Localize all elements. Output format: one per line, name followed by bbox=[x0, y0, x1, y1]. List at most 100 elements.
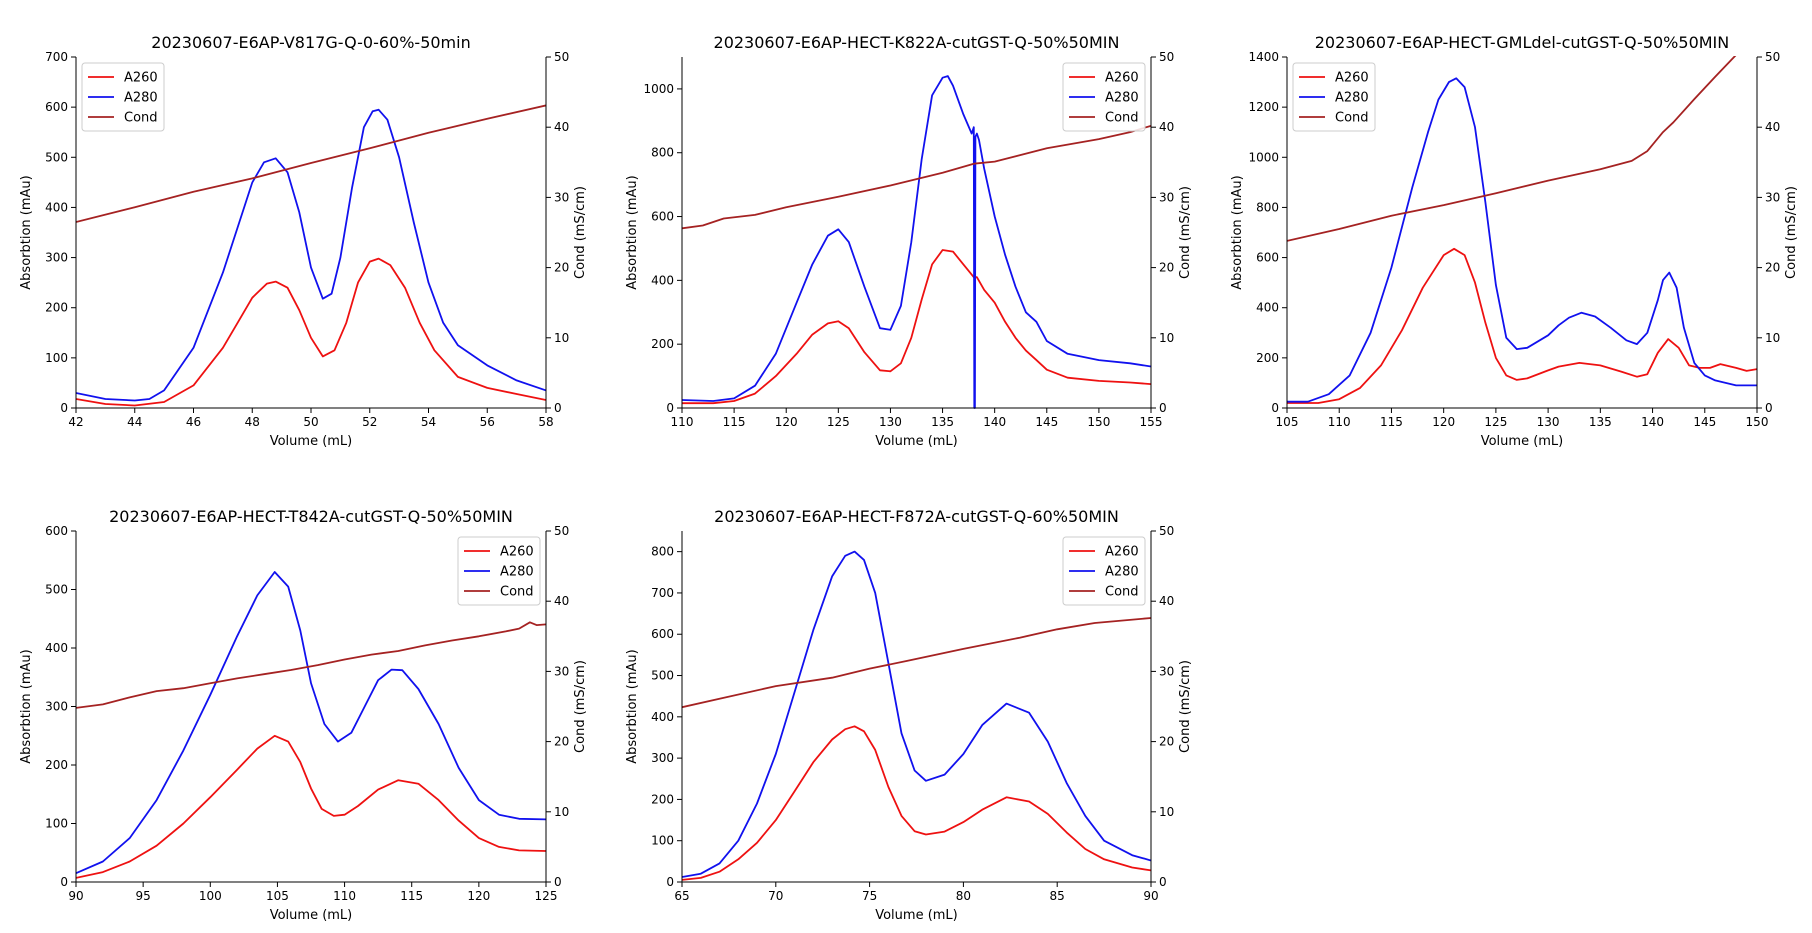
x-axis-label: Volume (mL) bbox=[270, 434, 353, 449]
y2-tick-label: 40 bbox=[554, 120, 569, 134]
legend-label-a260: A260 bbox=[1335, 71, 1369, 86]
x-tick-label: 155 bbox=[1140, 415, 1163, 429]
y-tick-label: 300 bbox=[651, 751, 674, 765]
x-tick-label: 150 bbox=[1087, 415, 1110, 429]
y2-axis-label: Cond (mS/cm) bbox=[1178, 186, 1193, 279]
legend-box bbox=[457, 536, 541, 606]
x-tick-label: 145 bbox=[1693, 415, 1716, 429]
y2-tick-label: 10 bbox=[1765, 331, 1780, 345]
y2-tick-label: 50 bbox=[554, 50, 569, 64]
series-line-a260 bbox=[1287, 247, 1757, 404]
legend-label-a260: A260 bbox=[1105, 71, 1139, 86]
chart-panel-4: 90 95 100 105 110 115 120 125010020030040050060… bbox=[19, 507, 588, 923]
x-tick-label: 44 bbox=[127, 415, 142, 429]
y2-tick-label: 40 bbox=[554, 594, 569, 608]
x-tick-label: 58 bbox=[538, 415, 553, 429]
legend-label-a280: A280 bbox=[1105, 91, 1139, 106]
x-tick-label: 90 bbox=[68, 889, 83, 903]
series-line-a260 bbox=[76, 257, 546, 407]
x-tick-label: 110 bbox=[671, 415, 694, 429]
y-tick-label: 1000 bbox=[1248, 150, 1279, 164]
x-tick-label: 135 bbox=[1589, 415, 1612, 429]
x-tick-label: 75 bbox=[862, 889, 877, 903]
y-tick-label: 600 bbox=[1256, 251, 1279, 265]
y2-tick-label: 30 bbox=[1159, 664, 1174, 678]
y-tick-label: 400 bbox=[1256, 301, 1279, 315]
y2-axis-label: Cond (mS/cm) bbox=[1784, 186, 1799, 279]
x-tick-label: 115 bbox=[723, 415, 746, 429]
x-tick-label: 120 bbox=[467, 889, 490, 903]
x-tick-label: 125 bbox=[1484, 415, 1507, 429]
legend: A260 A280 Cond bbox=[1062, 536, 1146, 606]
x-tick-label: 100 bbox=[199, 889, 222, 903]
y2-tick-label: 30 bbox=[554, 664, 569, 678]
legend-box bbox=[1062, 536, 1146, 606]
legend-label-a260: A260 bbox=[124, 71, 158, 86]
series-line-a280 bbox=[682, 550, 1151, 878]
series-line-cond bbox=[1287, 56, 1737, 242]
legend: A260 A280 Cond bbox=[81, 62, 165, 132]
y-axis-label: Absorbtion (mAu) bbox=[625, 175, 640, 289]
y-tick-label: 1400 bbox=[1248, 50, 1279, 64]
y2-tick-label: 20 bbox=[554, 261, 569, 275]
x-tick-label: 70 bbox=[768, 889, 783, 903]
chart-title: 20230607-E6AP-HECT-K822A-cutGST-Q-50%50M… bbox=[714, 33, 1120, 52]
y-tick-label: 1200 bbox=[1248, 100, 1279, 114]
y2-tick-label: 30 bbox=[554, 190, 569, 204]
legend-label-a280: A280 bbox=[500, 565, 534, 580]
y2-tick-label: 40 bbox=[1159, 594, 1174, 608]
y-tick-label: 200 bbox=[651, 337, 674, 351]
y-tick-label: 600 bbox=[45, 100, 68, 114]
chart-title: 20230607-E6AP-HECT-T842A-cutGST-Q-50%50M… bbox=[109, 507, 513, 526]
legend-label-cond: Cond bbox=[124, 111, 158, 126]
y-tick-label: 100 bbox=[45, 351, 68, 365]
y2-tick-label: 20 bbox=[1159, 261, 1174, 275]
y2-tick-label: 20 bbox=[1159, 735, 1174, 749]
y-tick-label: 400 bbox=[651, 273, 674, 287]
y-tick-label: 0 bbox=[666, 401, 674, 415]
y-tick-label: 600 bbox=[45, 524, 68, 538]
series-line-a260 bbox=[682, 249, 1151, 405]
legend: A260 A280 Cond bbox=[457, 536, 541, 606]
series-line-cond bbox=[682, 617, 1151, 709]
y-tick-label: 100 bbox=[45, 817, 68, 831]
y2-tick-label: 30 bbox=[1159, 190, 1174, 204]
series-line-cond bbox=[76, 621, 546, 709]
x-tick-label: 140 bbox=[1641, 415, 1664, 429]
y-tick-label: 500 bbox=[45, 150, 68, 164]
y2-tick-label: 50 bbox=[554, 524, 569, 538]
y-tick-label: 300 bbox=[45, 700, 68, 714]
y2-tick-label: 0 bbox=[1765, 401, 1773, 415]
series-line-a280 bbox=[1287, 77, 1757, 403]
y2-tick-label: 0 bbox=[1159, 875, 1167, 889]
y-tick-label: 800 bbox=[1256, 200, 1279, 214]
x-tick-label: 105 bbox=[1276, 415, 1299, 429]
x-tick-label: 110 bbox=[333, 889, 356, 903]
legend-label-cond: Cond bbox=[1105, 585, 1139, 600]
y2-tick-label: 20 bbox=[1765, 261, 1780, 275]
legend-label-a260: A260 bbox=[1105, 545, 1139, 560]
x-axis-label: Volume (mL) bbox=[270, 908, 353, 923]
x-tick-label: 85 bbox=[1050, 889, 1065, 903]
x-axis-label: Volume (mL) bbox=[1481, 434, 1564, 449]
series-line-a260 bbox=[682, 725, 1151, 881]
y-tick-label: 600 bbox=[651, 627, 674, 641]
x-tick-label: 115 bbox=[400, 889, 423, 903]
chart-title: 20230607-E6AP-HECT-F872A-cutGST-Q-60%50M… bbox=[714, 507, 1119, 526]
y-axis-label: Absorbtion (mAu) bbox=[1230, 175, 1245, 289]
y2-tick-label: 10 bbox=[554, 331, 569, 345]
y2-tick-label: 40 bbox=[1765, 120, 1780, 134]
legend-label-a280: A280 bbox=[1335, 91, 1369, 106]
y2-tick-label: 50 bbox=[1765, 50, 1780, 64]
x-tick-label: 120 bbox=[1432, 415, 1455, 429]
legend-label-cond: Cond bbox=[1105, 111, 1139, 126]
y-tick-label: 800 bbox=[651, 545, 674, 559]
y-tick-label: 0 bbox=[1271, 401, 1279, 415]
y-tick-label: 0 bbox=[60, 875, 68, 889]
y2-tick-label: 40 bbox=[1159, 120, 1174, 134]
y-tick-label: 200 bbox=[45, 301, 68, 315]
y-tick-label: 1000 bbox=[643, 82, 674, 96]
series-line-a280 bbox=[76, 571, 546, 875]
x-tick-label: 115 bbox=[1380, 415, 1403, 429]
